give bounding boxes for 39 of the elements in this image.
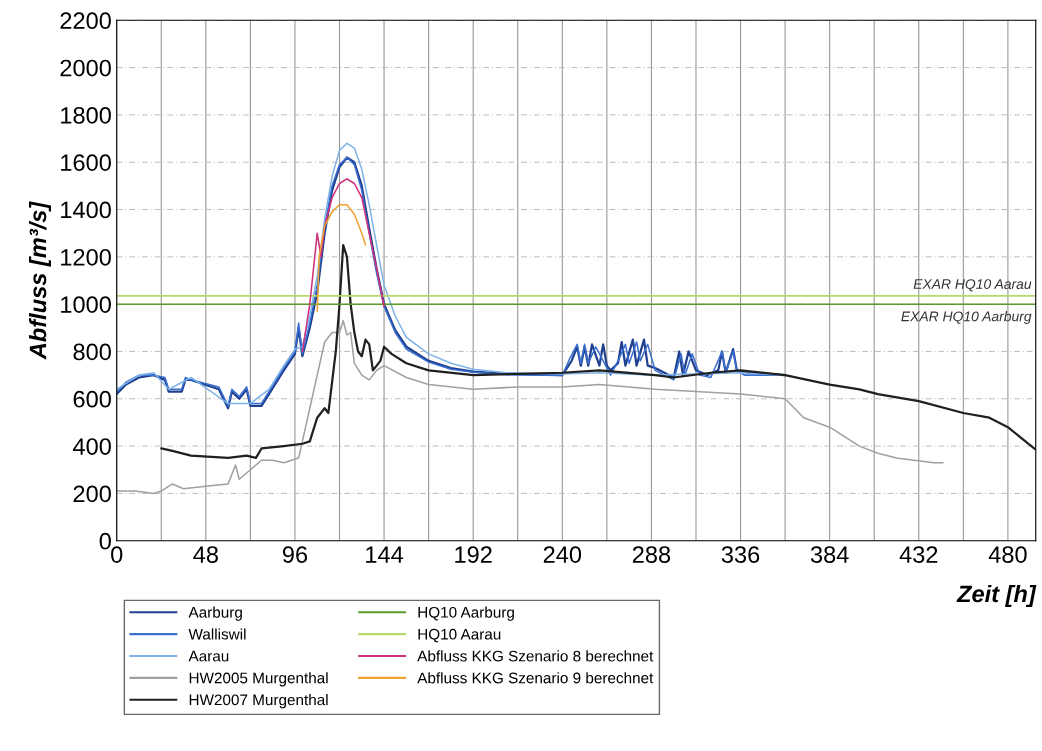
x-tick-label: 96	[282, 546, 308, 563]
annotation: EXAR HQ10 Aarburg	[901, 311, 1032, 325]
legend-label: HW2007 Murgenthal	[189, 694, 328, 709]
x-tick-label: 288	[632, 546, 671, 563]
x-tick-label: 432	[899, 546, 938, 563]
x-tick-label: 48	[193, 546, 218, 563]
y-tick-label: 800	[73, 343, 111, 361]
y-tick-label: 1400	[61, 201, 111, 219]
y-tick-label: 1200	[61, 248, 111, 266]
y-tick-label: 200	[73, 485, 111, 503]
y-tick-label: 2000	[60, 59, 111, 77]
line-series	[160, 243, 1036, 460]
line-series	[301, 178, 385, 353]
legend-label: Walliswil	[188, 628, 246, 640]
y-tick-label: 0	[99, 532, 111, 550]
x-tick-label: 336	[721, 546, 760, 563]
legend-label: Abfluss KKG Szenario 9 berechnet	[417, 672, 654, 684]
legend-label: Aarau	[188, 650, 229, 662]
x-tick-label: 144	[366, 546, 404, 563]
legend-label: HW2005 Murgenthal	[189, 672, 328, 687]
y-tick-label: 400	[73, 438, 111, 455]
legend-label: HQ10 Aarau	[418, 628, 501, 643]
legend-label: HQ10 Aarburg	[418, 606, 514, 621]
x-tick-label: 384	[810, 546, 849, 563]
y-axis-title: Abfluss [m³/s]	[28, 201, 51, 360]
line-series	[316, 204, 367, 313]
y-tick-label: 600	[73, 390, 111, 408]
x-tick-label: 192	[455, 546, 492, 563]
legend-label: Abfluss KKG Szenario 8 berechnet	[417, 650, 654, 662]
y-tick-label: 1600	[61, 154, 111, 171]
x-axis-title: Zeit [h]	[956, 584, 1037, 607]
x-tick-label: 240	[543, 546, 582, 563]
legend-label: Aarburg	[188, 606, 242, 621]
annotation: EXAR HQ10 Aarau	[913, 279, 1032, 292]
y-tick-label: 2200	[60, 12, 111, 30]
y-tick-label: 1000	[61, 296, 111, 313]
y-tick-label: 1800	[61, 106, 111, 124]
x-tick-label: 0	[111, 546, 123, 563]
x-tick-label: 480	[988, 546, 1027, 563]
